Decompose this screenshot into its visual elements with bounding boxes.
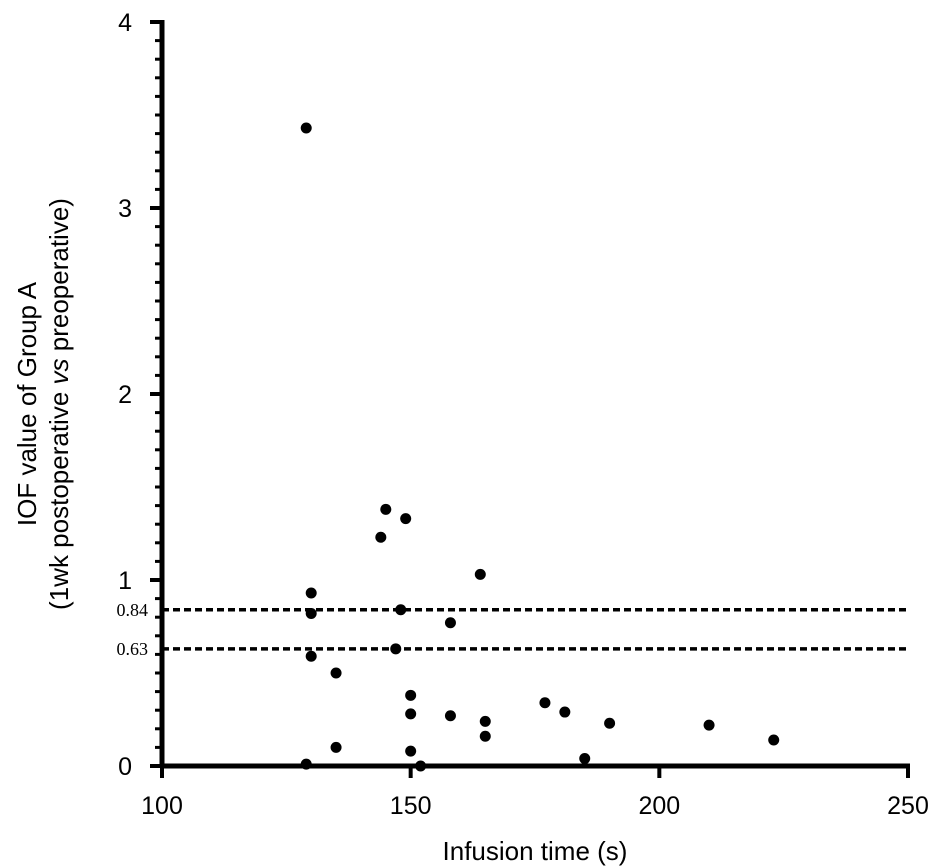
- axis-tick-labels: 0 1 2 3 4 100 150 200 250: [118, 9, 929, 820]
- data-point: [330, 741, 342, 753]
- x-tick-label: 100: [141, 792, 183, 820]
- data-point: [390, 643, 402, 655]
- data-point: [405, 745, 417, 757]
- reference-line-label: 0.63: [117, 639, 149, 659]
- reference-line-label: 0.84: [117, 600, 149, 620]
- data-point: [415, 760, 427, 772]
- data-point: [479, 715, 491, 727]
- y-tick-label: 3: [118, 195, 132, 223]
- data-point: [400, 513, 412, 525]
- data-point: [300, 758, 312, 770]
- y-axis-title: IOF value of Group A (1wk postoperative …: [12, 198, 74, 610]
- data-point: [330, 667, 342, 679]
- data-point: [375, 531, 387, 543]
- data-point: [444, 617, 456, 629]
- y-axis-title-line2: (1wk postoperative vs preoperative): [44, 198, 74, 610]
- reference-lines: 0.84 0.63: [117, 600, 908, 659]
- data-point: [405, 689, 417, 701]
- data-point: [703, 719, 715, 731]
- data-point: [474, 568, 486, 580]
- y-tick-label: 0: [118, 753, 132, 781]
- data-point: [305, 607, 317, 619]
- data-point: [305, 587, 317, 599]
- data-point: [579, 753, 591, 765]
- data-point: [539, 697, 551, 709]
- y-axis-title-line1: IOF value of Group A: [12, 281, 42, 526]
- y-axis-title-line2-italic: vs: [44, 358, 74, 384]
- y-tick-label: 2: [118, 381, 132, 409]
- x-tick-label: 150: [390, 792, 432, 820]
- data-points: [300, 122, 780, 772]
- data-point: [479, 730, 491, 742]
- y-axis-title-line2-post: preoperative): [44, 198, 74, 358]
- data-point: [559, 706, 571, 718]
- data-point: [380, 503, 392, 515]
- data-point: [768, 734, 780, 746]
- y-tick-label: 1: [118, 567, 132, 595]
- x-tick-label: 200: [638, 792, 680, 820]
- data-point: [604, 717, 616, 729]
- data-point: [300, 122, 312, 134]
- axis-major-ticks: [150, 20, 910, 778]
- y-tick-label: 4: [118, 9, 132, 37]
- data-point: [444, 710, 456, 722]
- data-point: [395, 604, 407, 616]
- data-point: [405, 708, 417, 720]
- data-point: [305, 650, 317, 662]
- x-tick-label: 250: [887, 792, 929, 820]
- y-axis-title-line2-pre: (1wk postoperative: [44, 384, 74, 609]
- x-axis-title: Infusion time (s): [443, 836, 628, 866]
